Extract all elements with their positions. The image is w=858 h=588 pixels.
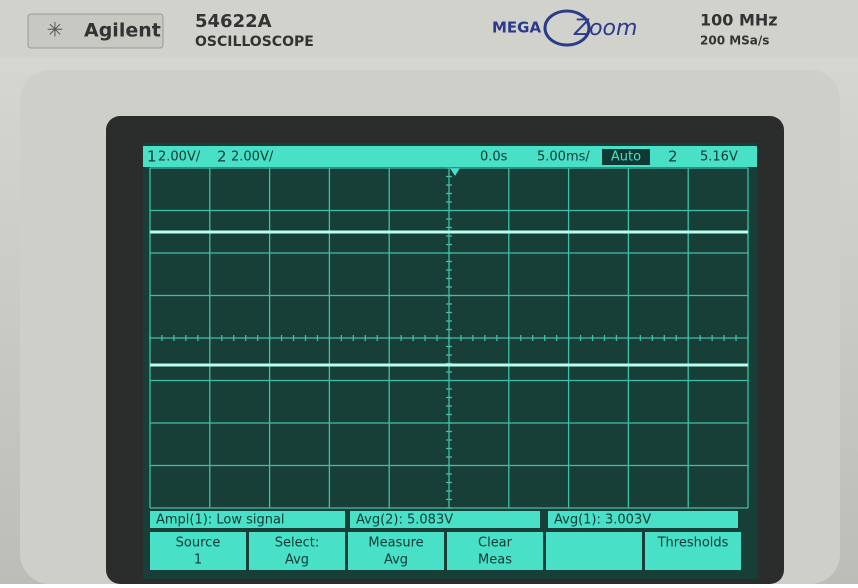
ch1-label: 1 xyxy=(147,148,157,166)
model: 54622A xyxy=(195,11,272,32)
ch2-label: 2 xyxy=(217,148,227,166)
ch2-scale: 2.00V/ xyxy=(231,150,274,165)
softkey-label: Source xyxy=(176,536,221,551)
softkey-label: Thresholds xyxy=(657,536,729,551)
kind: OSCILLOSCOPE xyxy=(195,34,314,50)
measurement: Ampl(1): Low signal xyxy=(156,513,285,528)
timebase: 5.00ms/ xyxy=(537,150,590,165)
softkey-value: Avg xyxy=(384,553,408,568)
softkey-value: Meas xyxy=(478,553,512,568)
ch1-scale: 2.00V/ xyxy=(158,150,201,165)
trigger-source: 2 xyxy=(668,148,678,166)
trigger-level: 5.16V xyxy=(700,150,738,165)
bandwidth: 100 MHz xyxy=(700,11,778,30)
delay: 0.0s xyxy=(480,150,508,165)
measurement: Avg(2): 5.083V xyxy=(356,513,453,528)
softkey-label: Clear xyxy=(478,536,513,551)
brand: Agilent xyxy=(84,20,161,42)
softkey xyxy=(546,532,642,570)
softkey-value: Avg xyxy=(285,553,309,568)
logo-right: Zoom xyxy=(573,16,637,41)
mode: Auto xyxy=(611,150,641,165)
sample-rate: 200 MSa/s xyxy=(700,34,769,48)
softkey-label: Select: xyxy=(275,536,319,551)
oscilloscope-photo: ✳ Agilent 54622A OSCILLOSCOPE MEGA Zoom … xyxy=(0,0,858,584)
softkey-value: 1 xyxy=(194,553,202,568)
measurement: Avg(1): 3.003V xyxy=(554,513,651,528)
brand-logo: ✳ xyxy=(47,18,64,42)
softkey-label: Measure xyxy=(368,536,423,551)
logo-left: MEGA xyxy=(492,19,541,37)
